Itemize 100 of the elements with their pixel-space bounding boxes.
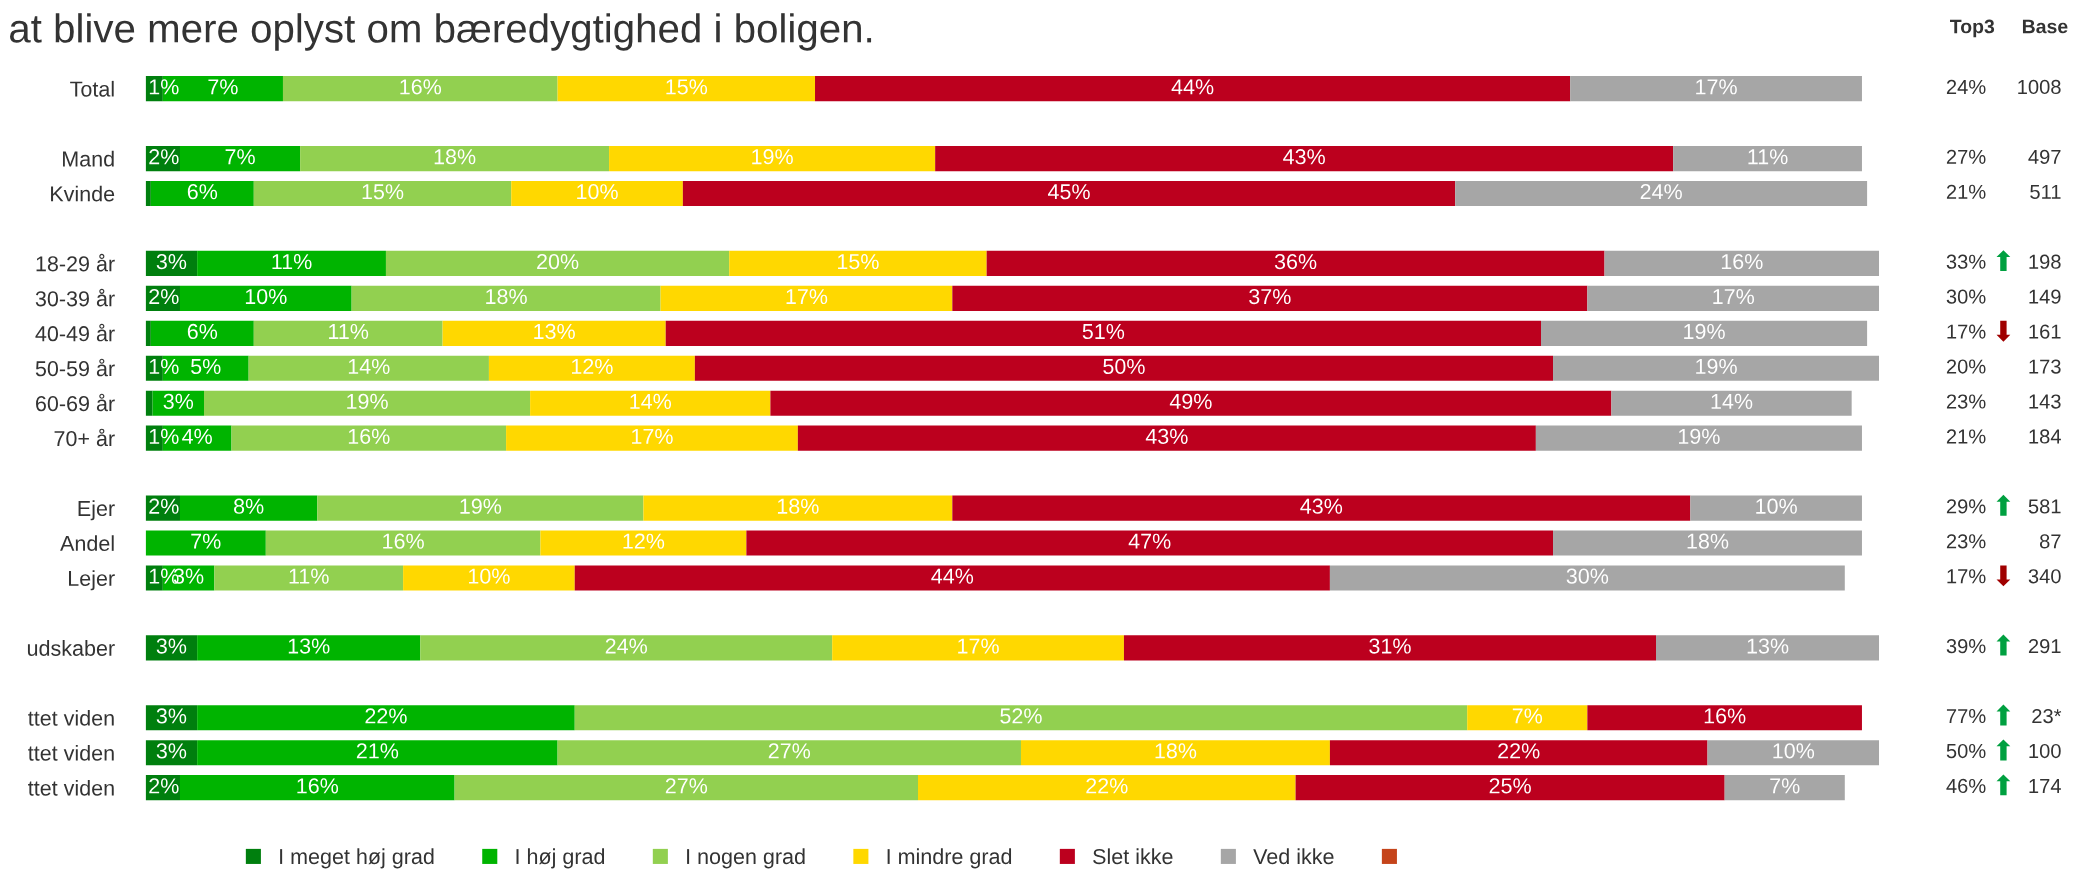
text: 100: [2029, 743, 2061, 759]
data-label: 19%: [460, 498, 502, 514]
data-label: 8%: [234, 498, 264, 514]
bar: [557, 740, 1021, 766]
data-label: 10%: [245, 288, 287, 305]
text: 184: [2029, 429, 2061, 444]
text: 23%: [1946, 394, 1986, 409]
data-label: 16%: [383, 533, 424, 549]
y-tick-label: Total: [70, 80, 114, 97]
data-label: 19%: [1696, 358, 1737, 375]
data-label: 1%: [149, 428, 179, 444]
bar: [1604, 250, 1880, 277]
data-label: 7%: [1512, 708, 1543, 724]
bar: [454, 775, 918, 801]
bar: [511, 180, 683, 207]
data-label: 49%: [1169, 393, 1212, 410]
data-label: 43%: [1283, 149, 1325, 165]
data-label: 19%: [1679, 428, 1720, 444]
data-label: 10%: [1756, 498, 1797, 514]
text: 29%: [1946, 499, 1986, 514]
bar: [574, 705, 1468, 731]
bar: [197, 635, 421, 661]
data-label: 21%: [356, 743, 399, 759]
y-tick-label: 60-69 år: [36, 393, 115, 412]
bar: [694, 355, 1554, 381]
bar: [248, 355, 489, 381]
bar: [442, 320, 666, 346]
data-label: 44%: [931, 568, 974, 584]
data-label: 12%: [623, 533, 665, 549]
text: 50%: [1946, 743, 1986, 759]
bar: [952, 285, 1588, 311]
text: 173: [2029, 359, 2061, 374]
bar: [150, 180, 254, 207]
data-label: 22%: [365, 708, 407, 724]
data-label: 22%: [1498, 743, 1540, 759]
data-label: 13%: [1747, 638, 1789, 654]
bar: [488, 355, 695, 381]
bar: [1535, 425, 1862, 451]
bar: [179, 285, 352, 311]
data-label: 20%: [537, 253, 579, 270]
bar: [253, 320, 443, 346]
bar: [660, 285, 953, 311]
data-label: 5%: [191, 358, 221, 375]
text: 33%: [1946, 254, 1986, 269]
y-tick-label: Mand: [63, 150, 114, 167]
bar: [1587, 285, 1880, 311]
bar: [145, 180, 151, 207]
data-label: 16%: [1704, 708, 1746, 724]
bar: [214, 565, 404, 591]
text: 23%: [1946, 534, 1986, 549]
text: 17%: [1947, 569, 1986, 584]
text: Top3: [1950, 19, 1995, 38]
data-label: 52%: [1000, 708, 1042, 724]
bar: [179, 495, 318, 521]
bar: [1570, 76, 1862, 102]
data-label: 7%: [1770, 778, 1800, 794]
bar: [420, 635, 833, 661]
data-label: 50%: [1103, 358, 1145, 375]
y-tick-label: ttet viden: [28, 744, 114, 761]
bar: [1707, 740, 1880, 766]
bar: [179, 775, 455, 801]
bar: [253, 180, 512, 207]
bar: [746, 530, 1554, 556]
text: ⬆: [1996, 774, 2011, 796]
data-label: 16%: [400, 79, 442, 95]
data-label: 1%: [149, 79, 179, 95]
data-label: 4%: [182, 428, 212, 444]
data-label: 15%: [362, 184, 404, 200]
bar: [1329, 740, 1708, 766]
bar: [1611, 390, 1852, 416]
bar: [574, 565, 1330, 591]
bar: [1690, 495, 1862, 521]
data-label: 3%: [163, 393, 194, 410]
text: ⬆: [1996, 704, 2011, 726]
data-label: 16%: [1721, 253, 1763, 270]
data-label: 3%: [156, 253, 187, 270]
data-label: 18%: [486, 288, 527, 305]
bar: [952, 495, 1691, 521]
text: 198: [2029, 254, 2061, 269]
text: 20%: [1946, 359, 1986, 374]
bar: [1673, 145, 1862, 172]
data-label: 13%: [288, 638, 330, 654]
y-tick-label: Kvinde: [51, 185, 115, 202]
bar: [729, 250, 987, 277]
data-label: 18%: [434, 149, 476, 165]
legend-label: I høj grad: [516, 848, 605, 869]
y-tick-label: 30-39 år: [35, 288, 115, 307]
text: 161: [2029, 324, 2061, 339]
bar: [665, 320, 1542, 346]
data-label: 7%: [225, 149, 255, 165]
text: 143: [2029, 394, 2061, 409]
data-label: 43%: [1145, 428, 1188, 444]
y-tick-label: 18-29 år: [36, 253, 115, 272]
text: 23*: [2032, 708, 2062, 724]
data-label: 3%: [156, 708, 187, 724]
data-label: 10%: [1773, 743, 1815, 759]
bar: [1329, 565, 1845, 591]
bar: [317, 495, 644, 521]
data-label: 19%: [752, 149, 793, 165]
bar: [643, 495, 953, 521]
